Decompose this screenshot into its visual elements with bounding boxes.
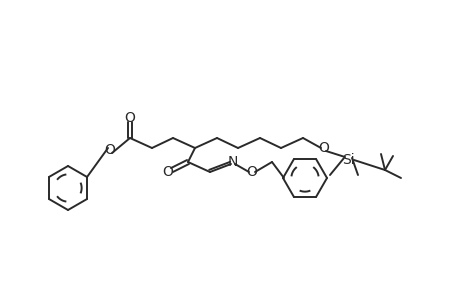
Text: N: N (227, 155, 238, 169)
Text: O: O (124, 111, 135, 125)
Text: O: O (162, 165, 173, 179)
Text: O: O (246, 165, 257, 179)
Text: O: O (104, 143, 115, 157)
Text: O: O (318, 141, 329, 155)
Text: Si: Si (341, 153, 353, 167)
